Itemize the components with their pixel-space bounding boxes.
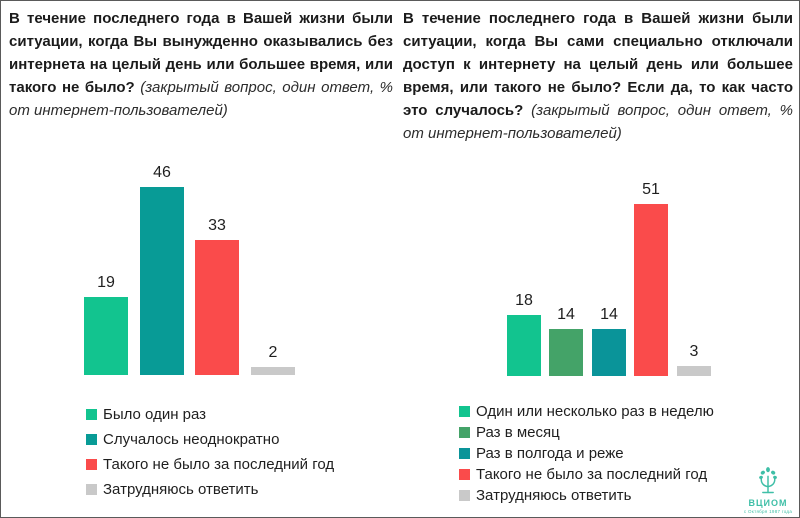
legend-swatch bbox=[86, 484, 97, 495]
legend-label: Раз в полгода и реже bbox=[476, 445, 624, 462]
legend-item: Такого не было за последний год bbox=[86, 452, 334, 477]
bar-value-label: 14 bbox=[557, 306, 575, 323]
question-note-left: (закрытый вопрос, один ответ, % от интер… bbox=[9, 79, 394, 119]
bar-value-label: 14 bbox=[600, 306, 618, 323]
bar bbox=[634, 204, 668, 376]
legend-item: Затрудняюсь ответить bbox=[86, 477, 334, 502]
legend-label: Затрудняюсь ответить bbox=[476, 487, 632, 504]
bar bbox=[592, 329, 626, 376]
legend-swatch bbox=[459, 469, 470, 480]
legend-label: Было один раз bbox=[103, 406, 207, 423]
bar-value-label: 33 bbox=[208, 217, 226, 234]
vciom-logo: ВЦИОМ с Октября 1987 года bbox=[740, 466, 796, 515]
legend-item: Раз в месяц bbox=[459, 422, 714, 443]
legend-swatch bbox=[86, 459, 97, 470]
bar-value-label: 19 bbox=[97, 274, 115, 291]
legend-item: Случалось неоднократно bbox=[86, 427, 334, 452]
legend-label: Такого не было за последний год bbox=[103, 456, 335, 473]
bar bbox=[549, 329, 583, 376]
legend-label: Такого не было за последний год bbox=[476, 466, 708, 483]
tree-icon bbox=[759, 466, 777, 493]
bar bbox=[251, 367, 295, 375]
legend-label: Случалось неоднократно bbox=[103, 431, 280, 448]
legend-swatch bbox=[459, 406, 470, 417]
legend-label: Затрудняюсь ответить bbox=[103, 481, 259, 498]
bar bbox=[195, 240, 239, 375]
legend-swatch bbox=[86, 409, 97, 420]
question-text-right: В течение последнего года в Вашей жизни … bbox=[403, 10, 793, 119]
legend-swatch bbox=[459, 427, 470, 438]
legend-swatch bbox=[459, 490, 470, 501]
question-text-left: В течение последнего года в Вашей жизни … bbox=[9, 10, 393, 96]
legend-label: Раз в месяц bbox=[476, 424, 560, 441]
bar-value-label: 3 bbox=[689, 343, 699, 360]
legend-right: Один или несколько раз в неделю Раз в мес… bbox=[459, 401, 714, 506]
bar bbox=[140, 187, 184, 375]
question-title-right: В течение последнего года в Вашей жизни … bbox=[403, 7, 793, 145]
legend-item: Затрудняюсь ответить bbox=[459, 485, 714, 506]
question-note-right: (закрытый вопрос, один ответ, % от интер… bbox=[403, 102, 794, 142]
legend-left: Было один раз Случалось неоднократно Таког… bbox=[86, 402, 334, 502]
question-title-left: В течение последнего года в Вашей жизни … bbox=[9, 7, 393, 122]
bar-value-label: 18 bbox=[515, 292, 533, 309]
legend-swatch bbox=[86, 434, 97, 445]
legend-label: Один или несколько раз в неделю bbox=[476, 403, 714, 420]
logo-tagline: с Октября 1987 года bbox=[743, 508, 793, 514]
bar bbox=[507, 315, 541, 376]
legend-item: Было один раз bbox=[86, 402, 334, 427]
legend-swatch bbox=[459, 448, 470, 459]
legend-item: Один или несколько раз в неделю bbox=[459, 401, 714, 422]
logo-name: ВЦИОМ bbox=[748, 497, 788, 508]
bar bbox=[677, 366, 711, 376]
bar-value-label: 46 bbox=[153, 164, 171, 181]
legend-item: Раз в полгода и реже bbox=[459, 443, 714, 464]
bar bbox=[84, 297, 128, 375]
legend-item: Такого не было за последний год bbox=[459, 464, 714, 485]
bar-value-label: 51 bbox=[642, 181, 660, 198]
bar-value-label: 2 bbox=[268, 344, 278, 361]
